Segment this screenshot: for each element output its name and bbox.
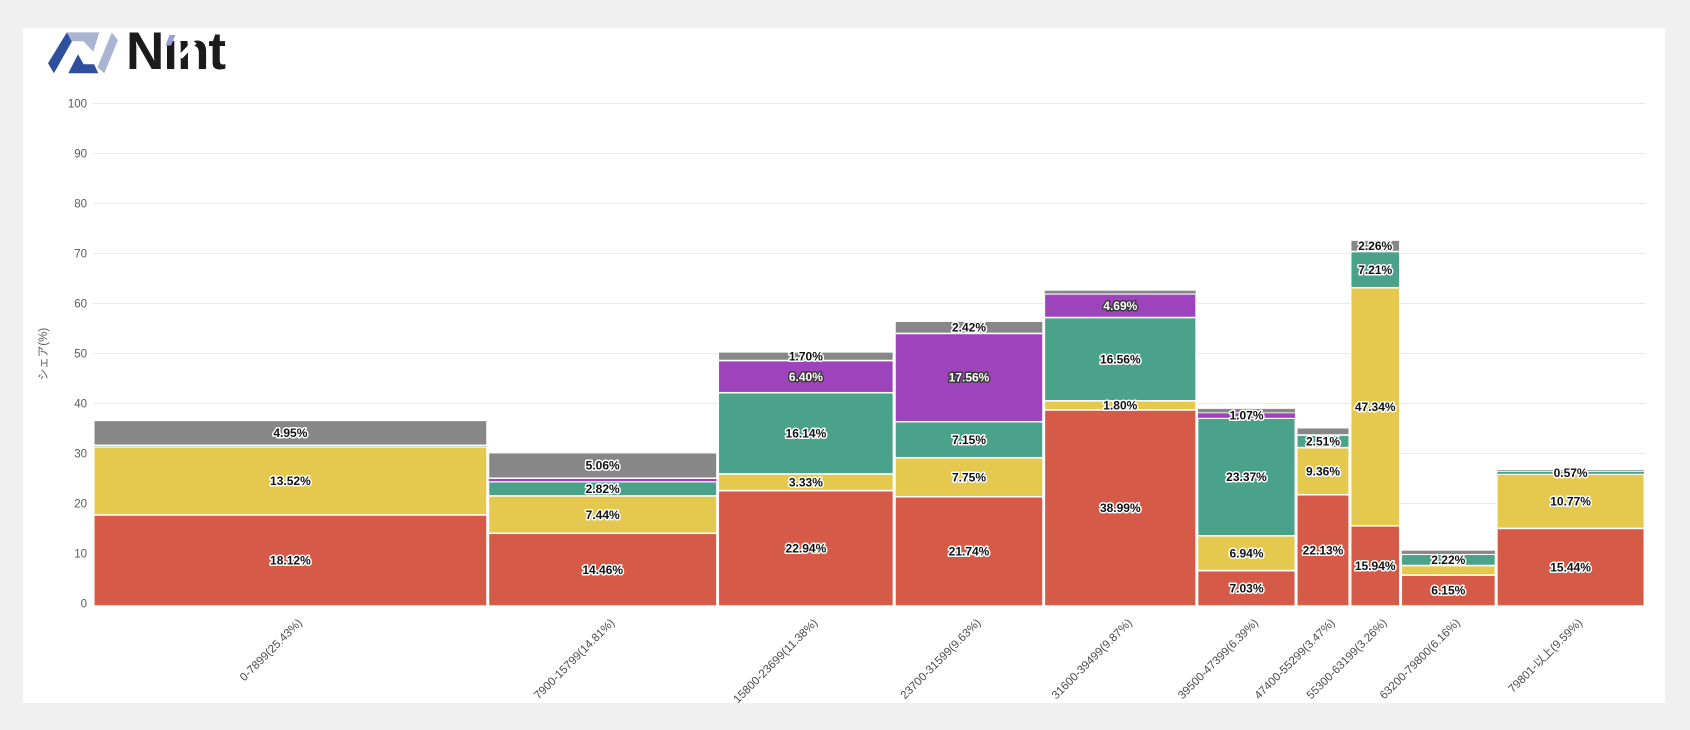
svg-text:2.26%: 2.26% <box>1358 239 1392 253</box>
svg-text:2.42%: 2.42% <box>952 321 986 335</box>
svg-text:1.07%: 1.07% <box>1229 409 1263 423</box>
svg-text:39500-47399(6.39%): 39500-47399(6.39%) <box>1176 617 1261 702</box>
svg-text:30: 30 <box>74 449 87 461</box>
svg-text:7900-15799(14.81%): 7900-15799(14.81%) <box>532 617 617 702</box>
svg-text:13.52%: 13.52% <box>270 474 311 488</box>
svg-text:5.06%: 5.06% <box>586 459 620 473</box>
svg-text:15800-23699(11.38%): 15800-23699(11.38%) <box>732 617 821 706</box>
svg-text:16.14%: 16.14% <box>786 427 827 441</box>
svg-text:0: 0 <box>81 599 87 611</box>
svg-text:7.21%: 7.21% <box>1358 263 1392 277</box>
svg-text:80: 80 <box>74 199 87 211</box>
svg-text:100: 100 <box>68 99 87 111</box>
svg-text:0-7899(25.43%): 0-7899(25.43%) <box>238 617 305 684</box>
svg-text:17.56%: 17.56% <box>949 371 990 385</box>
svg-text:シェア(%): シェア(%) <box>38 328 50 381</box>
svg-text:63200-79800(6.16%): 63200-79800(6.16%) <box>1378 617 1463 702</box>
svg-text:7.75%: 7.75% <box>952 470 986 484</box>
svg-text:21.74%: 21.74% <box>949 545 990 559</box>
svg-text:23.37%: 23.37% <box>1226 470 1267 484</box>
svg-text:0.57%: 0.57% <box>1554 466 1588 480</box>
svg-text:60: 60 <box>74 299 87 311</box>
svg-text:18.12%: 18.12% <box>270 554 311 568</box>
svg-text:6.15%: 6.15% <box>1431 584 1465 598</box>
svg-text:40: 40 <box>74 399 87 411</box>
svg-text:9.36%: 9.36% <box>1306 464 1340 478</box>
svg-text:2.82%: 2.82% <box>586 482 620 496</box>
svg-text:50: 50 <box>74 349 87 361</box>
svg-text:14.46%: 14.46% <box>582 563 623 577</box>
svg-text:16.56%: 16.56% <box>1100 352 1141 366</box>
svg-text:2.51%: 2.51% <box>1306 435 1340 449</box>
svg-text:22.13%: 22.13% <box>1303 544 1344 558</box>
svg-text:79801-以上(9.59%): 79801-以上(9.59%) <box>1506 616 1585 695</box>
svg-text:10: 10 <box>74 549 87 561</box>
svg-text:1.70%: 1.70% <box>789 349 823 363</box>
svg-text:47.34%: 47.34% <box>1355 400 1396 414</box>
svg-text:20: 20 <box>74 499 87 511</box>
svg-text:31600-39499(9.87%): 31600-39499(9.87%) <box>1050 617 1135 702</box>
svg-text:1.80%: 1.80% <box>1103 399 1137 413</box>
svg-text:15.44%: 15.44% <box>1550 560 1591 574</box>
svg-text:7.44%: 7.44% <box>586 508 620 522</box>
svg-text:10.77%: 10.77% <box>1550 495 1591 509</box>
svg-text:70: 70 <box>74 249 87 261</box>
svg-text:4.95%: 4.95% <box>273 426 307 440</box>
svg-text:38.99%: 38.99% <box>1100 501 1141 515</box>
svg-text:2.22%: 2.22% <box>1431 553 1465 567</box>
svg-text:3.33%: 3.33% <box>789 475 823 489</box>
svg-text:15.94%: 15.94% <box>1355 559 1396 573</box>
svg-text:23700-31599(9.63%): 23700-31599(9.63%) <box>899 617 984 702</box>
svg-text:22.94%: 22.94% <box>786 542 827 556</box>
svg-text:4.69%: 4.69% <box>1103 299 1137 313</box>
svg-text:7.15%: 7.15% <box>952 433 986 447</box>
svg-text:6.40%: 6.40% <box>789 370 823 384</box>
svg-text:6.94%: 6.94% <box>1229 546 1263 560</box>
svg-text:7.03%: 7.03% <box>1229 582 1263 596</box>
svg-text:90: 90 <box>74 149 87 161</box>
